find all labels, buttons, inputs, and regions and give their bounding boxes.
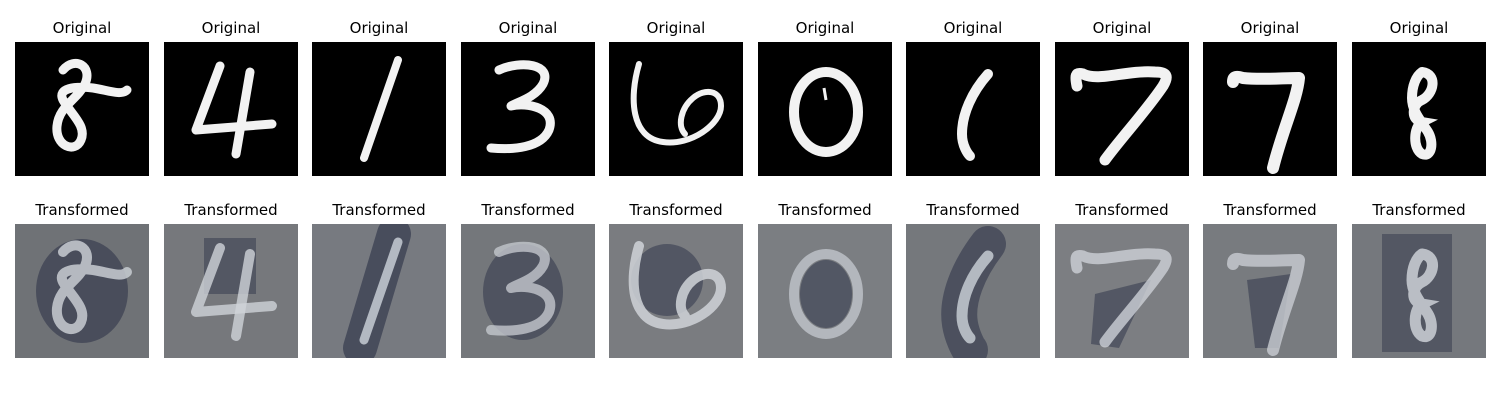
original-title: Original — [795, 19, 855, 37]
transformed-title: Transformed — [35, 201, 129, 219]
transformed-title: Transformed — [184, 201, 278, 219]
transformed-title: Transformed — [481, 201, 575, 219]
transformed-image-digit-3 — [461, 224, 595, 358]
original-image-digit-7 — [1055, 42, 1189, 176]
original-image-digit-4 — [164, 42, 298, 176]
original-image-digit-0 — [758, 42, 892, 176]
transformed-title: Transformed — [1075, 201, 1169, 219]
transformed-title: Transformed — [629, 201, 723, 219]
transformed-image-digit-8 — [1352, 224, 1486, 358]
original-image-digit-3 — [461, 42, 595, 176]
original-image-digit-8 — [15, 42, 149, 176]
original-title: Original — [1240, 19, 1300, 37]
transformed-image-digit-0 — [758, 224, 892, 358]
transformed-image-digit-7 — [1055, 224, 1189, 358]
original-image-digit-8 — [1352, 42, 1486, 176]
transformed-title: Transformed — [1372, 201, 1466, 219]
original-image-digit-6 — [609, 42, 743, 176]
transformed-image-digit-6 — [609, 224, 743, 358]
transformed-image-digit-8 — [15, 224, 149, 358]
transformed-image-digit-7 — [1203, 224, 1337, 358]
original-image-digit-1 — [906, 42, 1040, 176]
original-image-digit-1 — [312, 42, 446, 176]
transformed-title: Transformed — [332, 201, 426, 219]
original-title: Original — [498, 19, 558, 37]
transformed-image-digit-4 — [164, 224, 298, 358]
transformed-image-digit-1 — [906, 224, 1040, 358]
original-image-digit-7 — [1203, 42, 1337, 176]
original-title: Original — [943, 19, 1003, 37]
transformed-title: Transformed — [926, 201, 1020, 219]
original-title: Original — [1389, 19, 1449, 37]
transformed-image-digit-1 — [312, 224, 446, 358]
original-title: Original — [1092, 19, 1152, 37]
transformed-title: Transformed — [778, 201, 872, 219]
original-title: Original — [646, 19, 706, 37]
transformed-title: Transformed — [1223, 201, 1317, 219]
original-title: Original — [52, 19, 112, 37]
original-title: Original — [201, 19, 261, 37]
original-title: Original — [349, 19, 409, 37]
